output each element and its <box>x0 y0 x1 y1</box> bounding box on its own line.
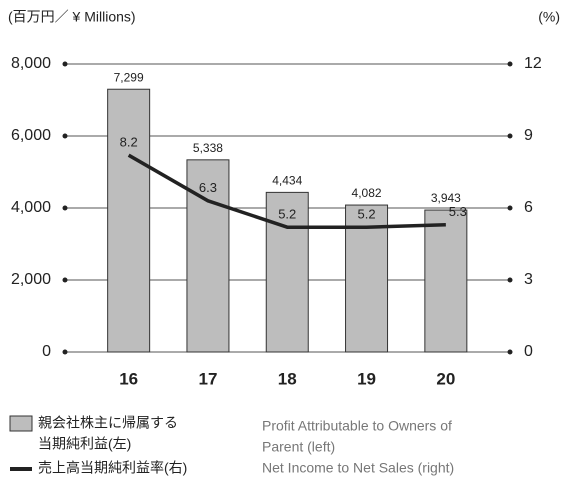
y-tick-label: 8,000 <box>11 55 51 72</box>
y2-tick-mark <box>507 61 513 67</box>
x-tick-label: 17 <box>198 369 217 388</box>
line-value-label: 5.2 <box>358 207 376 222</box>
y-axis-label: (百万円／ ¥ Millions) <box>8 9 136 25</box>
y-tick-mark <box>62 61 68 67</box>
legend-label: 当期純利益(左) <box>38 436 131 452</box>
y2-tick-mark <box>507 133 513 139</box>
bar <box>107 88 151 353</box>
y2-axis-label: (%) <box>538 9 560 25</box>
y-tick-label: 4,000 <box>11 199 51 216</box>
legend-label: 売上高当期純利益率(右) <box>38 460 187 476</box>
x-tick-label: 19 <box>357 369 376 388</box>
bar-value-label: 7,299 <box>114 70 144 84</box>
bar <box>345 204 389 353</box>
y2-tick-mark <box>507 205 513 211</box>
x-tick-label: 20 <box>436 369 455 388</box>
y2-tick-label: 3 <box>524 271 533 288</box>
legend-label-en: Parent (left) <box>262 439 335 455</box>
y2-tick-label: 6 <box>524 199 533 216</box>
y-tick-mark <box>62 349 68 355</box>
bar <box>424 209 468 353</box>
bar-value-label: 3,943 <box>431 191 461 205</box>
line-value-label: 8.2 <box>120 135 138 150</box>
legend-label-en: Profit Attributable to Owners of <box>262 418 452 434</box>
y-tick-label: 0 <box>42 343 51 360</box>
y2-tick-label: 9 <box>524 127 533 144</box>
y-tick-mark <box>62 205 68 211</box>
bar-value-label: 4,434 <box>272 174 302 188</box>
y2-tick-label: 12 <box>524 55 542 72</box>
y-tick-label: 6,000 <box>11 127 51 144</box>
line-value-label: 6.3 <box>199 180 217 195</box>
line <box>127 153 446 229</box>
bar <box>265 191 309 353</box>
y2-tick-mark <box>507 349 513 355</box>
x-tick-label: 18 <box>278 369 297 388</box>
y2-tick-mark <box>507 277 513 283</box>
legend-swatch-bar <box>9 415 33 432</box>
bar-value-label: 5,338 <box>193 141 223 155</box>
x-tick-label: 16 <box>119 369 138 388</box>
bar-value-label: 4,082 <box>352 186 382 200</box>
y-tick-label: 2,000 <box>11 271 51 288</box>
legend-label-en: Net Income to Net Sales (right) <box>262 460 454 476</box>
y2-tick-label: 0 <box>524 343 533 360</box>
y-tick-mark <box>62 133 68 139</box>
line-value-label: 5.2 <box>278 207 296 222</box>
line-value-label: 5.3 <box>449 204 467 219</box>
y-tick-mark <box>62 277 68 283</box>
legend-label: 親会社株主に帰属する <box>38 415 178 431</box>
